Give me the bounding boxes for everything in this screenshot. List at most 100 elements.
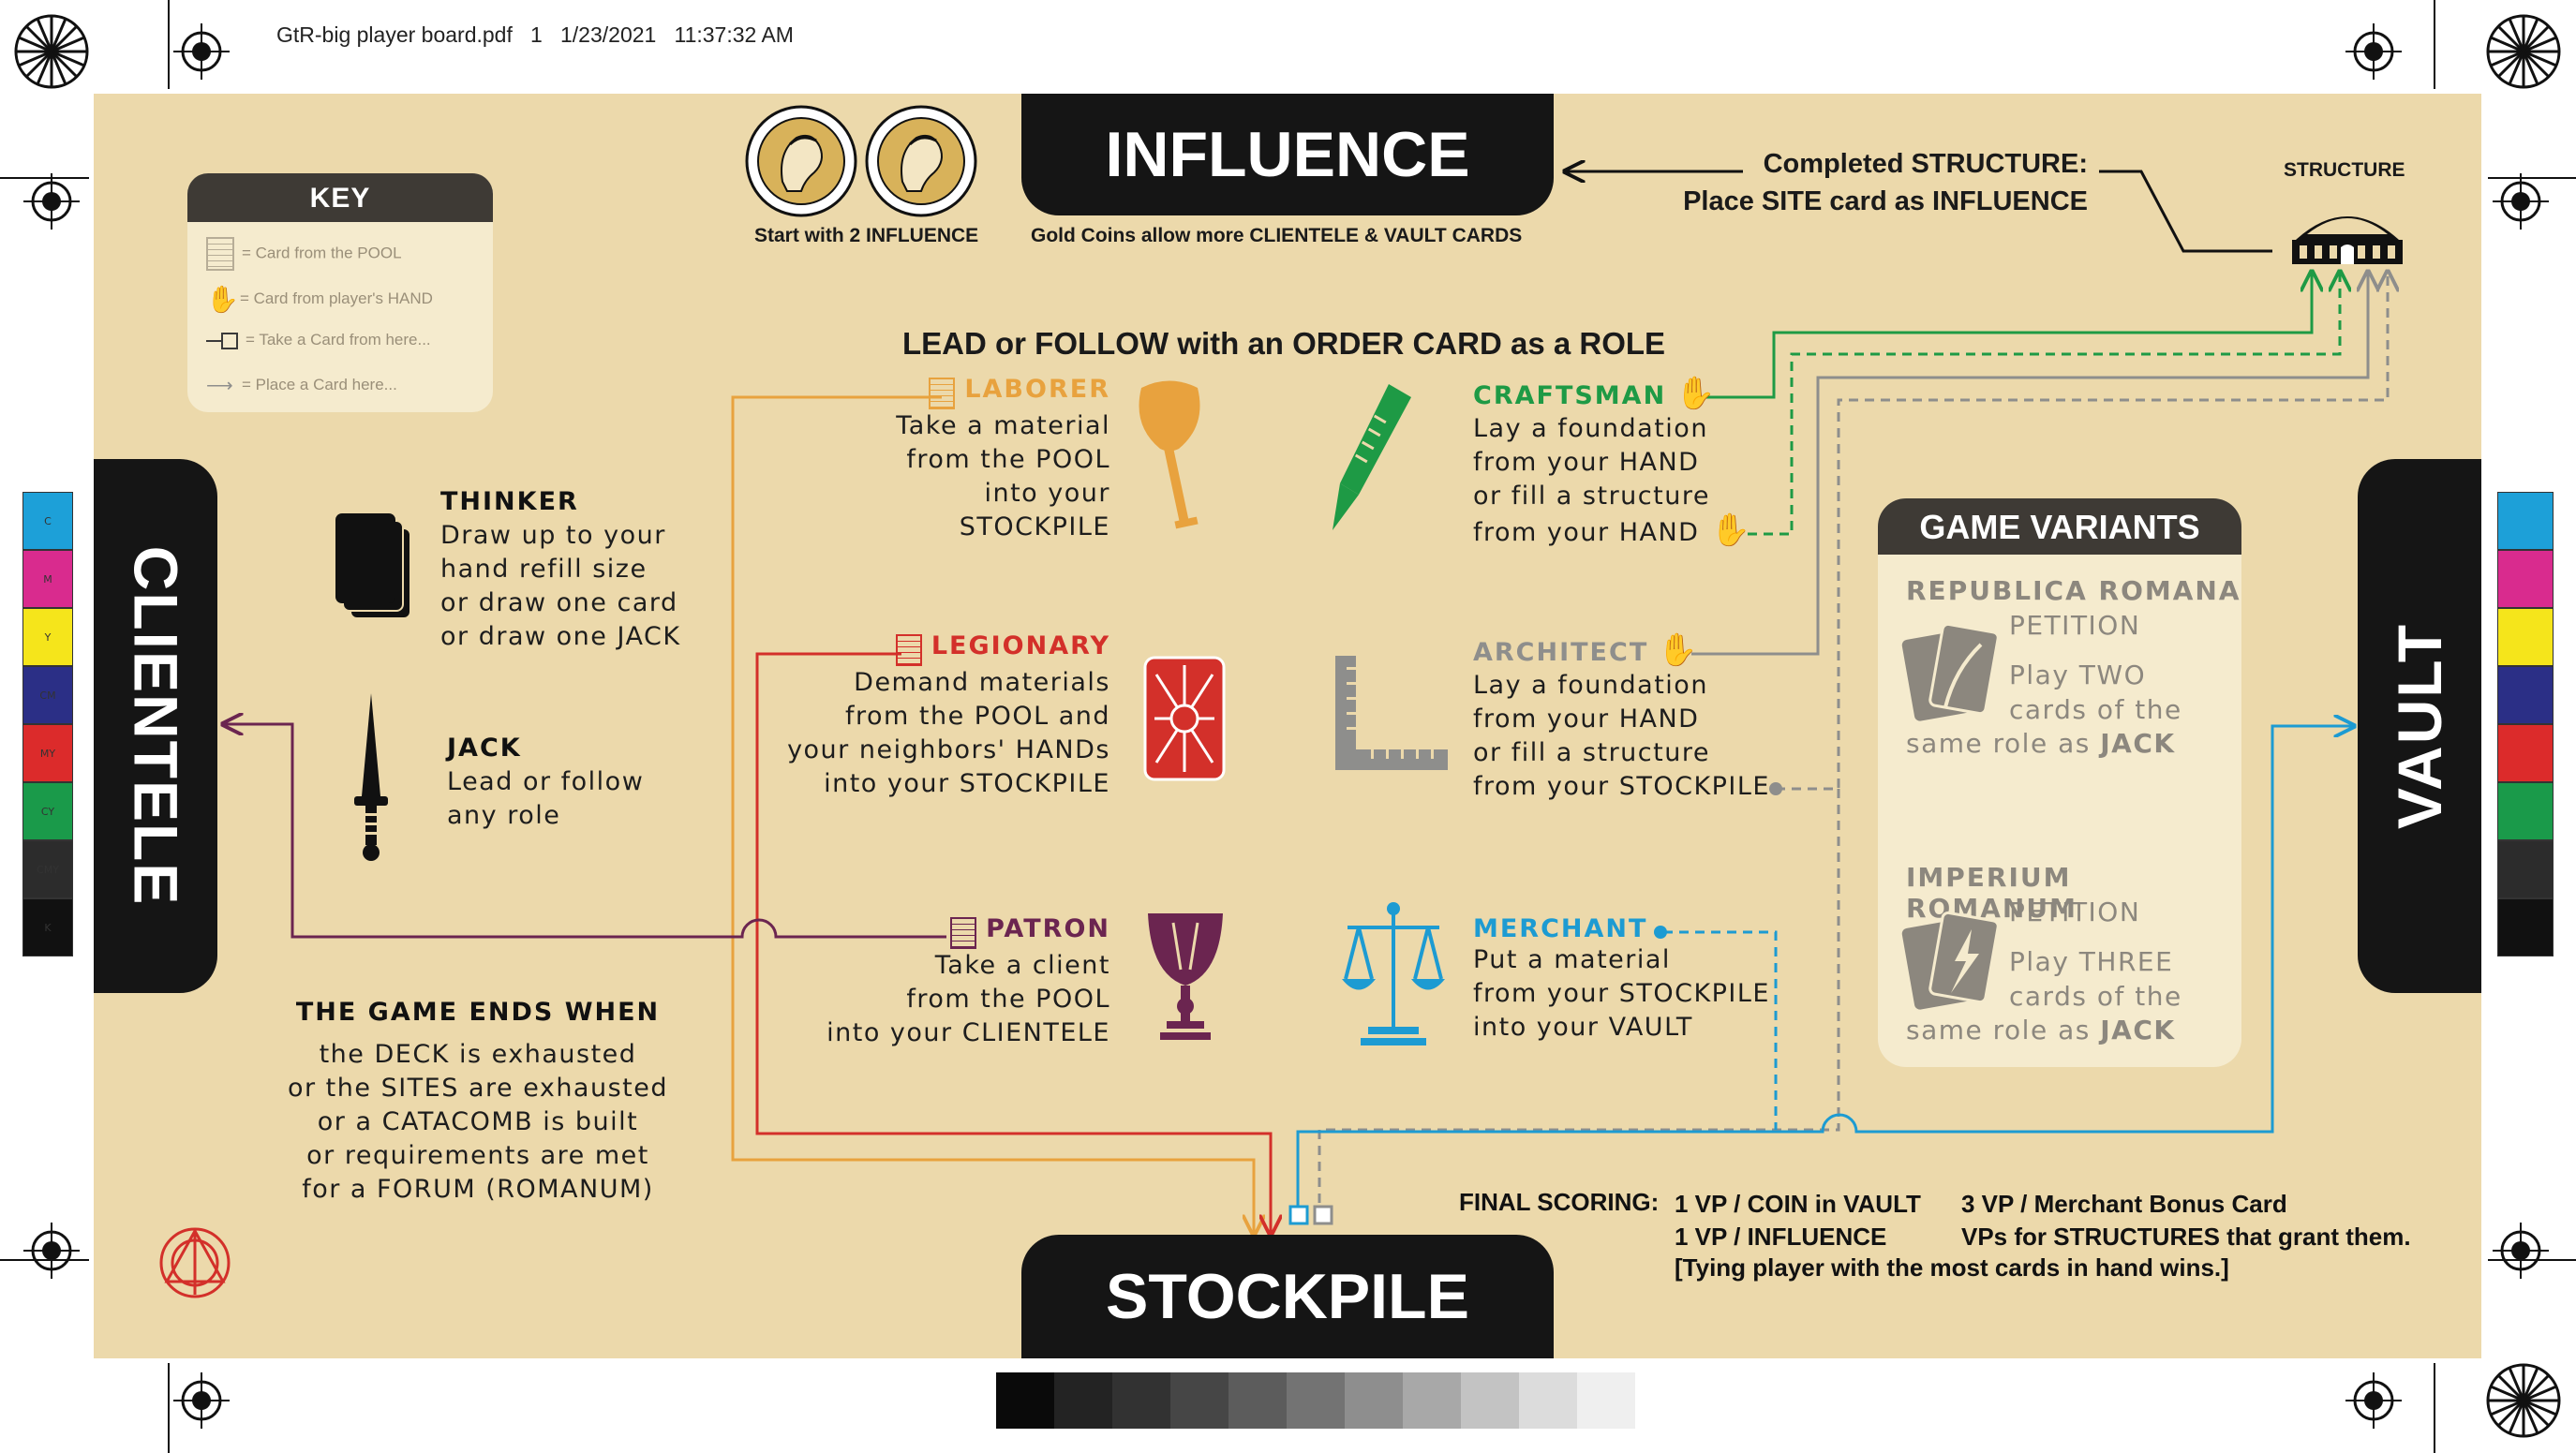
gold-coins	[745, 105, 977, 217]
key-label-place: = Place a Card here...	[242, 375, 397, 393]
merchant-line: into your VAULT	[1473, 1013, 1693, 1042]
crosshair-top-left-icon	[173, 23, 230, 80]
completed-structure-line1: Completed STRUCTURE:	[1763, 149, 2088, 179]
architect-stockpile-line	[1776, 272, 2388, 791]
republica-jack: JACK	[2100, 728, 2176, 759]
clientele-tab: CLIENTELE	[94, 459, 217, 993]
jack-line: Lead or follow	[447, 767, 645, 796]
colorbar-cy: CY	[22, 782, 73, 840]
place-card-arrow-icon: ⟶	[206, 376, 233, 396]
game-end-title: THE GAME ENDS WHEN	[295, 998, 661, 1027]
craftsman-line: from your HAND	[1473, 448, 1700, 477]
card-stack-icon	[929, 377, 956, 409]
craftsman-name: CRAFTSMAN	[1473, 381, 1667, 410]
imperium-last-prefix: same role as	[1906, 1015, 2101, 1045]
legionary-block: LEGIONARY Demand materials from the POOL…	[768, 631, 1110, 801]
legionary-line	[755, 652, 1271, 1235]
color-bar-right	[2497, 492, 2554, 956]
take-card-square	[221, 332, 238, 349]
architect-line: from your STOCKPILE	[1473, 772, 1770, 801]
hand-icon: ✋	[206, 285, 239, 314]
key-title: KEY	[187, 173, 493, 222]
vault-tab: VAULT	[2358, 459, 2481, 993]
craftsman-block: CRAFTSMAN ✋ Lay a foundation from your HA…	[1473, 375, 1751, 550]
patron-block: PATRON Take a client from the POOL into …	[825, 914, 1110, 1050]
laborer-line: from the POOL	[906, 444, 1110, 474]
hand-icon: ✋	[1675, 375, 1716, 412]
stockpile-take-square-blue	[1288, 1205, 1309, 1225]
thinker-line: or draw one JACK	[440, 622, 681, 651]
colorbar-right-m	[2497, 550, 2554, 608]
imperium-jack: JACK	[2100, 1015, 2176, 1045]
colorbar-cm: CM	[22, 666, 73, 724]
crosshair-bottom-right-icon	[2345, 1372, 2402, 1429]
republica-last-prefix: same role as	[1906, 728, 2101, 759]
scoring-line: VPs for STRUCTURES that grant them.	[1961, 1223, 2411, 1251]
laborer-description: Take a material from the POOL into your …	[825, 409, 1110, 544]
colorbar-right-my	[2497, 724, 2554, 782]
republica-line: cards of the	[2009, 694, 2182, 725]
thinker-line: Draw up to your	[440, 521, 666, 550]
architect-block: ARCHITECT ✋ Lay a foundation from your HA…	[1473, 631, 1770, 804]
scoring-line: 3 VP / Merchant Bonus Card	[1961, 1190, 2287, 1218]
lightning-cards-icon	[1901, 911, 2000, 1010]
imperium-line: cards of the	[2009, 981, 2182, 1012]
merchant-vault-line	[1296, 726, 2354, 1208]
colorbar-right-cmy	[2497, 840, 2554, 898]
colorbar-right-cm	[2497, 666, 2554, 724]
republica-petition: PETITION	[2009, 610, 2141, 641]
crosshair-right-top-icon	[2493, 173, 2549, 230]
shield-icon	[1143, 656, 1226, 781]
final-scoring-label: FINAL SCORING:	[1459, 1188, 1660, 1216]
colorbar-y: Y	[22, 608, 73, 666]
legionary-line: from the POOL and	[844, 701, 1110, 731]
vault-title: VAULT	[2385, 622, 2454, 830]
colorbar-right-y	[2497, 608, 2554, 666]
colorbar-m: M	[22, 550, 73, 608]
merchant-dot	[1654, 926, 1667, 939]
take-card-icon	[206, 339, 221, 342]
game-variants-title: GAME VARIANTS	[1878, 498, 2241, 555]
colorbar-right-k	[2497, 898, 2554, 956]
stockpile-title: STOCKPILE	[1106, 1261, 1469, 1332]
craftsman-line: or fill a structure	[1473, 482, 1710, 511]
roles-title: LEAD or FOLLOW with an ORDER CARD as a R…	[902, 326, 1666, 361]
imperium-name: IMPERIUM ROMANUM	[1906, 862, 2077, 924]
game-end-line: or requirements are met	[306, 1141, 649, 1170]
game-end-line: or the SITES are exhausted	[287, 1074, 668, 1103]
final-scoring-col1: 1 VP / COIN in VAULT 1 VP / INFLUENCE	[1675, 1188, 1921, 1253]
starburst-bottom-right-icon	[2486, 1363, 2561, 1438]
stockpile-tab: STOCKPILE	[1021, 1235, 1554, 1358]
emblem-icon	[159, 1227, 231, 1298]
crosshair-left-top-icon	[23, 173, 80, 230]
legionary-line: your neighbors' HANDs	[787, 734, 1110, 764]
laborer-line	[731, 395, 1254, 1235]
laborer-block: LABORER Take a material from the POOL in…	[825, 375, 1110, 544]
cards-deck-icon	[335, 513, 411, 619]
laurel-cards-icon	[1901, 622, 2000, 721]
thinker-name: THINKER	[440, 487, 579, 516]
merchant-line: from your STOCKPILE	[1473, 979, 1770, 1008]
patron-description: Take a client from the POOL into your CL…	[825, 949, 1110, 1050]
architect-dot	[1769, 782, 1782, 795]
republica-name: REPUBLICA ROMANA	[1906, 575, 2241, 606]
imperium-petition: PETITION	[2009, 897, 2141, 927]
republica-line: Play TWO	[2009, 660, 2147, 690]
game-end-block: THE GAME ENDS WHEN the DECK is exhausted…	[272, 998, 684, 1207]
key-label-take: = Take a Card from here...	[246, 331, 431, 348]
architect-name: ARCHITECT	[1473, 638, 1649, 667]
imperium-line: Play THREE	[2009, 946, 2174, 977]
structure-label: STRUCTURE	[2284, 159, 2405, 181]
laborer-line: into your STOCKPILE	[959, 478, 1110, 541]
crosshair-right-bottom-icon	[2493, 1223, 2549, 1279]
imperium-last-line: same role as JACK	[1906, 1014, 2176, 1047]
card-stack-icon	[895, 633, 922, 666]
start-influence-text: Start with 2 INFLUENCE	[754, 225, 979, 246]
patron-name: PATRON	[986, 914, 1110, 943]
patron-line	[223, 724, 946, 939]
scoring-line: 1 VP / COIN in VAULT	[1675, 1190, 1921, 1218]
gold-coin-icon	[865, 105, 977, 217]
architect-stockpile-take-line	[1318, 789, 1840, 1208]
scoring-line: 1 VP / INFLUENCE	[1675, 1223, 1887, 1251]
